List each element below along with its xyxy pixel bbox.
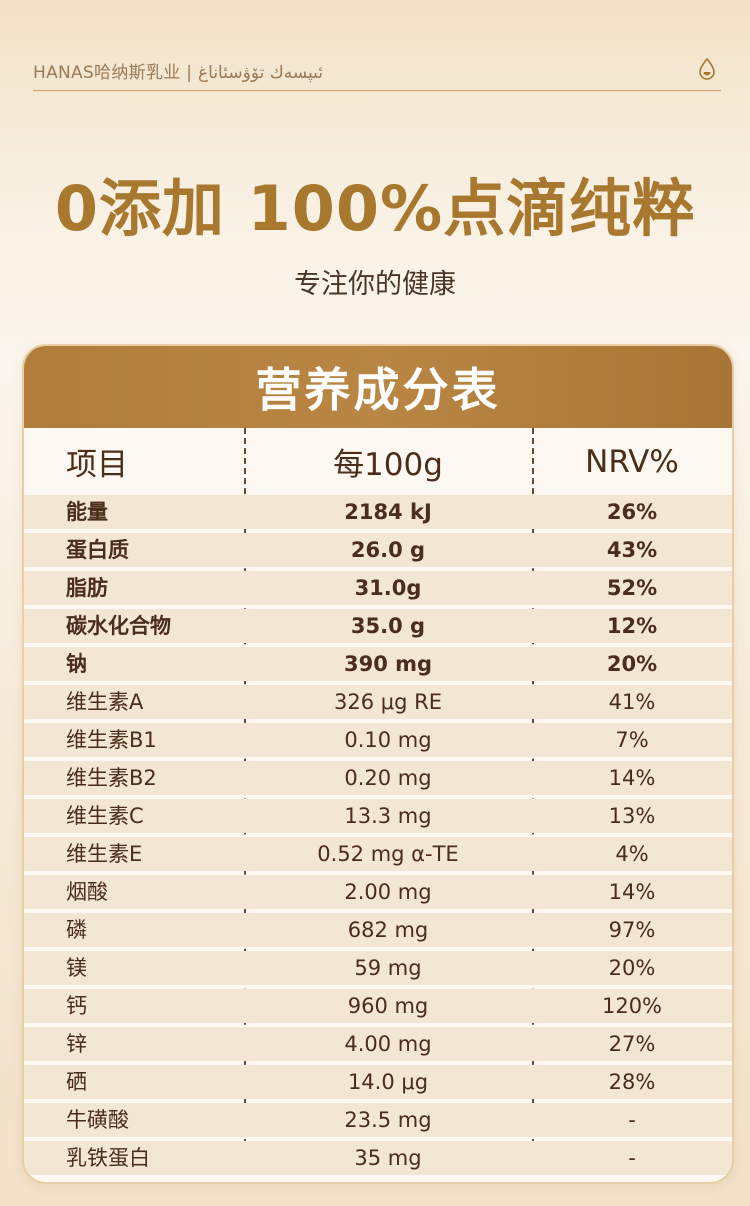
- headline: 0添加 100%点滴纯粹: [54, 172, 696, 245]
- table-row: 乳铁蛋白 35 mg -: [24, 1141, 732, 1175]
- row-nrv: 20%: [608, 956, 656, 980]
- row-per100g: 4.00 mg: [344, 1032, 432, 1056]
- row-item: 乳铁蛋白: [66, 1146, 150, 1170]
- row-per100g: 0.10 mg: [344, 728, 432, 752]
- subtitle: 专注你的健康: [294, 269, 456, 300]
- row-item: 碳水化合物: [66, 614, 171, 638]
- table-row: 钙 960 mg 120%: [24, 989, 732, 1023]
- row-per100g: 2.00 mg: [344, 880, 432, 904]
- row-per100g: 0.52 mg α-TE: [317, 842, 459, 866]
- brand-bar: HANAS哈纳斯乳业 | ئىپسەك تۆۋسئاناغ: [33, 52, 721, 91]
- row-nrv: 43%: [606, 538, 658, 562]
- row-per100g: 35 mg: [354, 1146, 422, 1170]
- row-nrv: -: [628, 1108, 636, 1132]
- table-row: 碳水化合物 35.0 g 12%: [24, 609, 732, 643]
- row-item: 牛磺酸: [66, 1108, 129, 1132]
- row-nrv: 13%: [608, 804, 656, 828]
- row-per100g: 390 mg: [343, 652, 433, 676]
- milk-drop-icon: [699, 58, 715, 80]
- row-per100g: 682 mg: [347, 918, 429, 942]
- row-nrv: 27%: [608, 1032, 656, 1056]
- row-item: 能量: [66, 500, 108, 524]
- row-per100g: 0.20 mg: [344, 766, 432, 790]
- header-per100g: 每100g: [333, 447, 443, 483]
- row-per100g: 23.5 mg: [344, 1108, 432, 1132]
- row-per100g: 2184 kJ: [344, 500, 432, 524]
- table-row: 维生素E 0.52 mg α-TE 4%: [24, 837, 732, 871]
- column-headers: 项目 每100g NRV%: [24, 428, 732, 495]
- row-nrv: 97%: [608, 918, 656, 942]
- row-item: 钙: [66, 994, 87, 1018]
- row-item: 磷: [66, 918, 87, 942]
- row-nrv: -: [628, 1146, 636, 1170]
- table-row: 锌 4.00 mg 27%: [24, 1027, 732, 1061]
- table-row: 维生素A 326 μg RE 41%: [24, 685, 732, 719]
- row-item: 脂肪: [66, 576, 108, 600]
- row-item: 烟酸: [66, 880, 108, 904]
- table-row: 钠 390 mg 20%: [24, 647, 732, 681]
- table-row: 脂肪 31.0g 52%: [24, 571, 732, 605]
- table-row: 牛磺酸 23.5 mg -: [24, 1103, 732, 1137]
- row-nrv: 14%: [608, 766, 656, 790]
- row-nrv: 28%: [608, 1070, 656, 1094]
- table-row: 能量 2184 kJ 26%: [24, 495, 732, 529]
- row-per100g: 31.0g: [354, 576, 422, 600]
- row-item: 蛋白质: [66, 538, 129, 562]
- row-nrv: 4%: [615, 842, 649, 866]
- header-nrv: NRV%: [585, 443, 679, 480]
- row-item: 钠: [66, 652, 87, 676]
- row-nrv: 20%: [606, 652, 658, 676]
- row-item: 锌: [66, 1032, 87, 1056]
- nutrition-table-title: 营养成分表: [255, 363, 501, 417]
- row-item: 硒: [66, 1070, 87, 1094]
- row-item: 维生素C: [66, 804, 144, 828]
- table-row: 蛋白质 26.0 g 43%: [24, 533, 732, 567]
- table-row: 维生素B2 0.20 mg 14%: [24, 761, 732, 795]
- row-item: 维生素E: [66, 842, 143, 866]
- table-row: 维生素C 13.3 mg 13%: [24, 799, 732, 833]
- row-item: 维生素B1: [66, 728, 157, 752]
- row-per100g: 35.0 g: [350, 614, 426, 638]
- table-row: 磷 682 mg 97%: [24, 913, 732, 947]
- row-per100g: 14.0 μg: [347, 1070, 429, 1094]
- nutrition-table: 项目 每100g NRV% 能量 2184 kJ 26% 蛋白质 26.0 g 43% 脂肪…: [24, 428, 732, 1175]
- nutrition-table-header: 营养成分表: [24, 346, 732, 428]
- table-row: 硒 14.0 μg 28%: [24, 1065, 732, 1099]
- row-per100g: 13.3 mg: [344, 804, 432, 828]
- brand-name: HANAS哈纳斯乳业 | ئىپسەك تۆۋسئاناغ: [33, 63, 324, 83]
- row-nrv: 7%: [615, 728, 649, 752]
- row-item: 镁: [66, 956, 87, 980]
- row-nrv: 52%: [606, 576, 658, 600]
- row-nrv: 14%: [608, 880, 656, 904]
- row-per100g: 59 mg: [354, 956, 422, 980]
- row-nrv: 41%: [608, 690, 656, 714]
- row-item: 维生素B2: [66, 766, 157, 790]
- row-per100g: 960 mg: [347, 994, 429, 1018]
- table-rows: 能量 2184 kJ 26% 蛋白质 26.0 g 43% 脂肪 31.0g 52% 碳水化合物 3…: [24, 495, 732, 1175]
- row-per100g: 26.0 g: [350, 538, 426, 562]
- table-row: 烟酸 2.00 mg 14%: [24, 875, 732, 909]
- nutrition-card: 营养成分表 项目 每100g NRV% 能量 2184 kJ 26% 蛋白质 26.0 …: [22, 344, 734, 1184]
- row-nrv: 26%: [606, 500, 658, 524]
- header-item: 项目: [66, 447, 128, 483]
- row-per100g: 326 μg RE: [334, 690, 442, 714]
- table-row: 镁 59 mg 20%: [24, 951, 732, 985]
- row-nrv: 12%: [606, 614, 658, 638]
- row-nrv: 120%: [601, 994, 663, 1018]
- table-row: 维生素B1 0.10 mg 7%: [24, 723, 732, 757]
- row-item: 维生素A: [66, 690, 144, 714]
